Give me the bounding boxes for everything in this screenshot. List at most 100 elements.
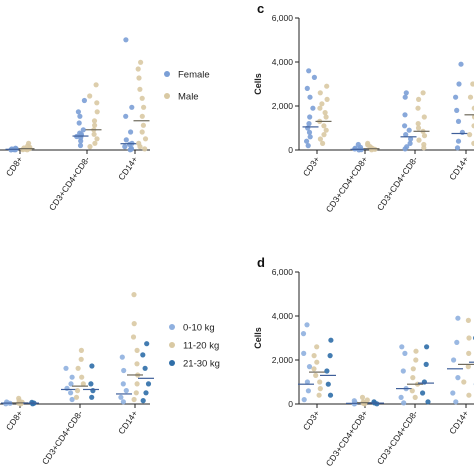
data-point: [77, 113, 83, 119]
data-point: [421, 379, 427, 385]
x-tick-label: CD3+CD4+CD8+: [324, 154, 370, 214]
data-point: [415, 125, 422, 131]
y-tick-label: 4,000: [272, 57, 294, 67]
data-point: [306, 364, 313, 370]
data-point: [140, 122, 146, 128]
data-point: [399, 344, 405, 350]
data-point: [63, 365, 69, 371]
data-point: [136, 75, 142, 81]
data-point: [304, 138, 310, 144]
data-point: [317, 90, 323, 96]
data-point: [120, 399, 126, 405]
x-tick-label: CD3+CD4+CD8-: [47, 154, 92, 212]
data-point: [453, 399, 459, 405]
data-point: [402, 146, 408, 152]
data-point: [421, 133, 428, 139]
data-point: [423, 361, 429, 367]
data-point: [131, 321, 137, 327]
y-tick-label: 0: [288, 145, 293, 155]
data-point: [139, 113, 145, 119]
data-point: [69, 396, 75, 403]
data-point: [471, 105, 474, 111]
data-point: [68, 381, 74, 387]
data-point: [320, 140, 326, 146]
data-point: [88, 381, 94, 387]
data-point: [77, 130, 83, 136]
data-point: [409, 388, 415, 394]
data-point: [455, 375, 461, 381]
data-point: [142, 365, 148, 371]
legend-marker: [164, 93, 170, 99]
data-point: [92, 140, 98, 146]
data-point: [465, 317, 471, 323]
data-point: [94, 109, 100, 115]
x-tick-label: CD8+: [4, 408, 25, 432]
data-point: [470, 81, 474, 87]
y-tick-label: 6,000: [272, 267, 294, 277]
data-point: [456, 81, 462, 87]
legend-label: Male: [178, 92, 199, 103]
data-point: [128, 129, 134, 135]
data-point: [410, 366, 416, 372]
data-point: [304, 85, 310, 91]
data-point: [307, 114, 313, 120]
data-point: [401, 400, 407, 406]
data-point: [359, 394, 366, 400]
data-point: [75, 365, 81, 371]
data-point: [89, 363, 95, 369]
data-point: [360, 399, 366, 405]
data-point: [129, 104, 135, 110]
data-point: [301, 350, 307, 356]
data-point: [416, 96, 422, 102]
data-point: [415, 105, 421, 111]
data-point: [416, 137, 422, 143]
panel-letter: c: [257, 1, 264, 16]
data-point: [311, 353, 317, 359]
data-point: [314, 359, 320, 365]
data-point: [80, 127, 86, 133]
data-point: [304, 322, 310, 328]
data-point: [424, 344, 430, 350]
data-point: [306, 121, 312, 127]
data-point: [400, 368, 406, 374]
data-point: [402, 123, 408, 129]
data-point: [141, 104, 147, 110]
data-point: [307, 134, 313, 140]
data-point: [78, 347, 84, 353]
data-point: [90, 388, 96, 394]
data-point: [26, 140, 32, 146]
data-point: [450, 390, 456, 396]
data-point: [408, 136, 414, 142]
data-point: [300, 331, 307, 337]
data-point: [136, 140, 142, 146]
y-tick-label: 4,000: [272, 311, 294, 321]
data-point: [455, 138, 462, 144]
panel-b: CD8+ CD3+CD4+CD8- CD14+ 0-10 kg 11-20 kg 21-3…: [0, 292, 220, 466]
legend-marker: [164, 71, 170, 77]
data-point: [321, 132, 327, 138]
y-tick-label: 6,000: [272, 13, 294, 23]
data-point: [131, 396, 137, 403]
data-point: [311, 366, 317, 372]
legend-label: 0-10 kg: [183, 323, 215, 334]
data-point: [87, 93, 93, 99]
x-tick-label: CD3+: [301, 408, 322, 432]
data-point: [324, 83, 330, 89]
data-point: [317, 105, 323, 111]
legend-label: Female: [178, 70, 210, 81]
data-point: [144, 341, 150, 347]
data-point: [94, 136, 100, 142]
data-point: [455, 315, 461, 321]
y-axis-title: Cells: [253, 73, 263, 95]
data-point: [134, 381, 140, 387]
data-point: [454, 107, 460, 113]
data-point: [4, 399, 10, 405]
x-tick-label: CD3+CD4+CD8-: [40, 408, 85, 466]
data-point: [130, 334, 137, 340]
data-point: [317, 379, 323, 385]
data-point: [355, 141, 361, 148]
x-tick-label: CD14+: [447, 408, 471, 436]
data-point: [316, 392, 322, 398]
data-point: [142, 136, 149, 142]
